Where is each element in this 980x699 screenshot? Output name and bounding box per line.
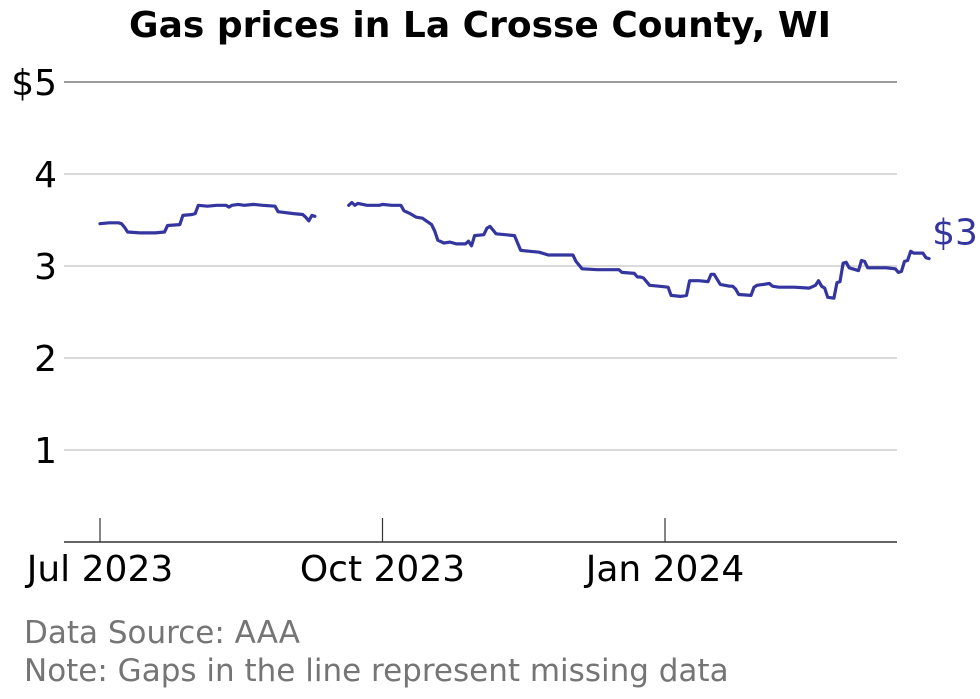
x-axis-ticks: Jul 2023 Oct 2023 Jan 2024 <box>25 518 745 590</box>
x-tick-label: Oct 2023 <box>300 549 465 590</box>
y-tick-label: $5 <box>11 63 57 104</box>
y-tick-label: 1 <box>34 431 57 472</box>
y-tick-label: 2 <box>34 339 57 380</box>
y-axis-ticks: $5 4 3 2 1 <box>11 63 57 472</box>
price-line-segment <box>347 200 931 300</box>
x-tick-label: Jan 2024 <box>584 549 745 590</box>
price-line-segment <box>98 202 317 235</box>
price-series <box>98 200 931 300</box>
y-tick-label: 3 <box>34 247 57 288</box>
gridlines <box>64 81 897 451</box>
data-source-note: Data Source: AAA <box>24 615 300 651</box>
x-tick-label: Jul 2023 <box>25 549 174 590</box>
missing-data-note: Note: Gaps in the line represent missing… <box>24 653 729 689</box>
y-tick-label: 4 <box>34 155 57 196</box>
last-value-label: $3.08 <box>932 213 980 254</box>
chart-title: Gas prices in La Crosse County, WI <box>129 5 831 46</box>
